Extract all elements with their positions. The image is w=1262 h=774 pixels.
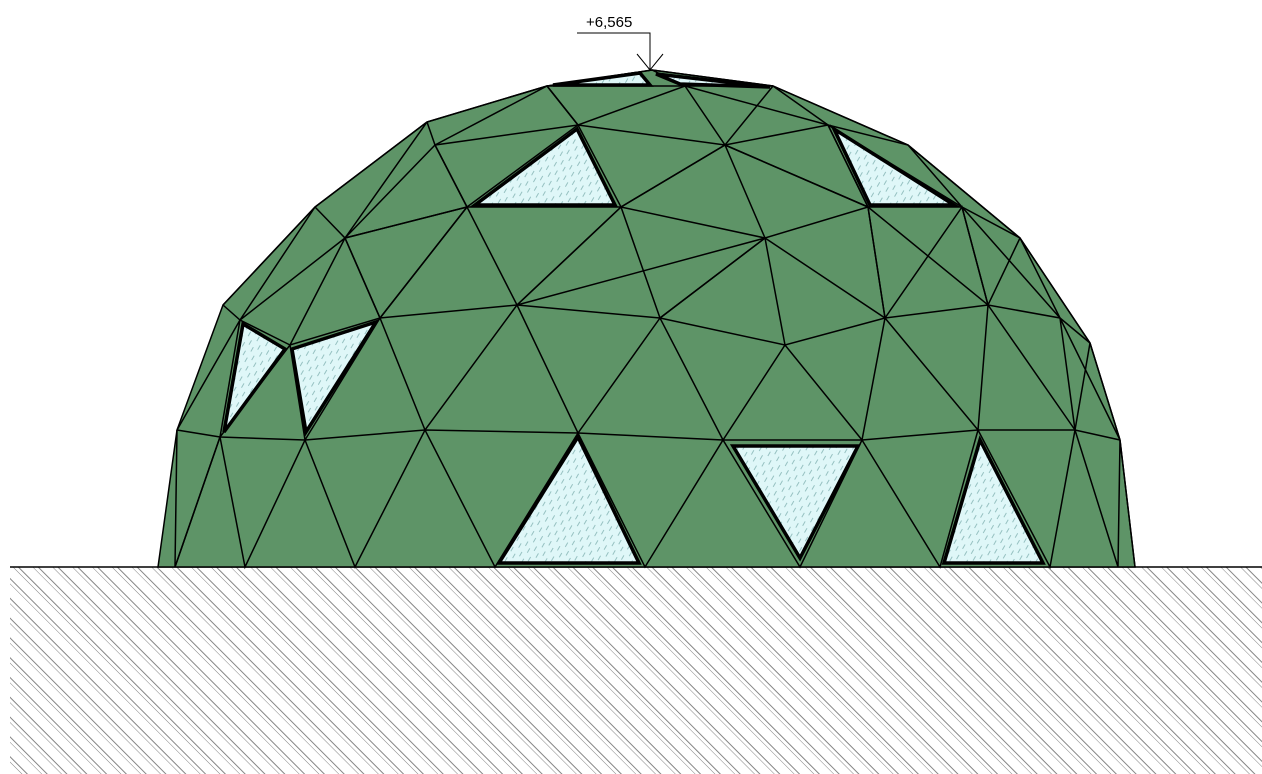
dome-struts [174, 69, 1136, 570]
ground-hatch [10, 567, 1262, 774]
elevation-label: +6,565 [586, 14, 632, 31]
glazed-panels [222, 71, 1046, 565]
elevation-marker [577, 32, 664, 71]
